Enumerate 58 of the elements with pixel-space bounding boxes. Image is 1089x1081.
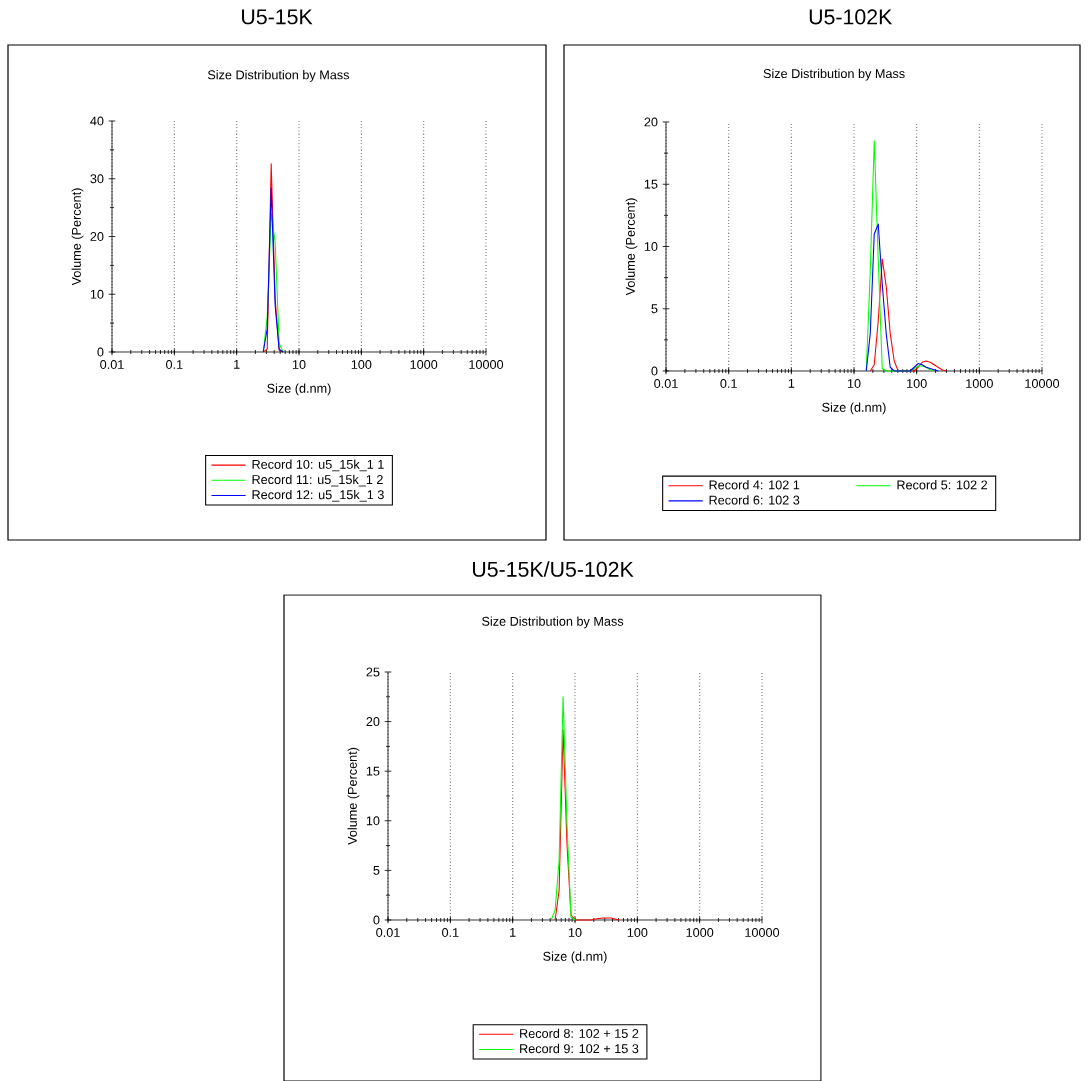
y-tick-label: 20 (644, 117, 658, 127)
y-tick-label: 0 (373, 915, 380, 925)
x-tick-label: 0.01 (654, 379, 678, 388)
x-axis-title: Size (d.nm) (822, 402, 886, 415)
legend-label: Record 4: 102 1 (709, 480, 800, 490)
y-tick-label: 15 (366, 766, 380, 776)
y-tick-label: 20 (90, 232, 104, 241)
x-tick-label: 0.1 (720, 379, 737, 388)
chart-subtitle: Size Distribution by Mass (763, 68, 905, 81)
y-tick-label: 10 (366, 816, 380, 826)
x-tick-label: 1000 (966, 379, 993, 388)
y-tick-label: 25 (366, 667, 380, 677)
x-tick-label: 10000 (469, 360, 504, 369)
x-tick-label: 1 (234, 360, 240, 369)
x-tick-label: 1000 (410, 360, 438, 369)
x-tick-label: 10 (568, 928, 582, 937)
chart-title: U5-102K (809, 9, 893, 25)
y-tick-label: 10 (644, 242, 658, 251)
chart-subtitle: Size Distribution by Mass (207, 70, 350, 82)
chart-subtitle: Size Distribution by Mass (482, 616, 624, 629)
y-tick-label: 5 (373, 865, 380, 875)
x-tick-label: 100 (627, 928, 648, 937)
y-tick-label: 30 (90, 174, 104, 184)
x-axis-title: Size (d.nm) (267, 383, 331, 396)
legend-label: Record 9: 102 + 15 3 (520, 1043, 639, 1054)
x-tick-label: 1 (510, 928, 516, 937)
x-tick-label: 0.01 (100, 360, 124, 369)
x-tick-label: 100 (351, 360, 372, 369)
y-tick-label: 5 (651, 304, 658, 314)
y-tick-label: 20 (366, 717, 380, 727)
x-tick-label: 10 (847, 379, 861, 388)
chart-title: U5-15K/U5-102K (472, 561, 634, 577)
y-tick-label: 40 (90, 116, 104, 126)
legend-label: Record 11: u5_15k_1 2 (252, 474, 383, 487)
x-tick-label: 10000 (1025, 379, 1060, 388)
legend-label: Record 10: u5_15k_1 1 (252, 459, 384, 472)
y-tick-label: 0 (97, 347, 104, 357)
legend-label: Record 5: 102 2 (897, 480, 988, 490)
x-tick-label: 0.1 (442, 928, 459, 937)
x-tick-label: 0.01 (376, 928, 400, 937)
y-tick-label: 10 (90, 289, 104, 299)
y-axis-title: Volume (Percent) (71, 188, 84, 286)
y-axis-title: Volume (Percent) (625, 198, 638, 296)
x-tick-label: 10 (292, 360, 306, 369)
y-tick-label: 15 (644, 179, 658, 189)
x-tick-label: 1000 (686, 928, 714, 937)
x-tick-label: 100 (907, 379, 927, 388)
x-tick-label: 10000 (745, 928, 780, 937)
chart-title: U5-15K (242, 9, 313, 25)
x-tick-label: 0.1 (166, 360, 183, 369)
line-series (550, 696, 576, 921)
legend-label: Record 6: 102 3 (709, 495, 800, 505)
x-tick-label: 1 (788, 379, 795, 388)
x-axis-title: Size (d.nm) (543, 951, 607, 964)
y-tick-label: 0 (651, 366, 658, 376)
legend-label: Record 8: 102 + 15 2 (520, 1028, 639, 1038)
y-axis-title: Volume (Percent) (347, 747, 360, 845)
legend-label: Record 12: u5_15k_1 3 (252, 489, 384, 502)
